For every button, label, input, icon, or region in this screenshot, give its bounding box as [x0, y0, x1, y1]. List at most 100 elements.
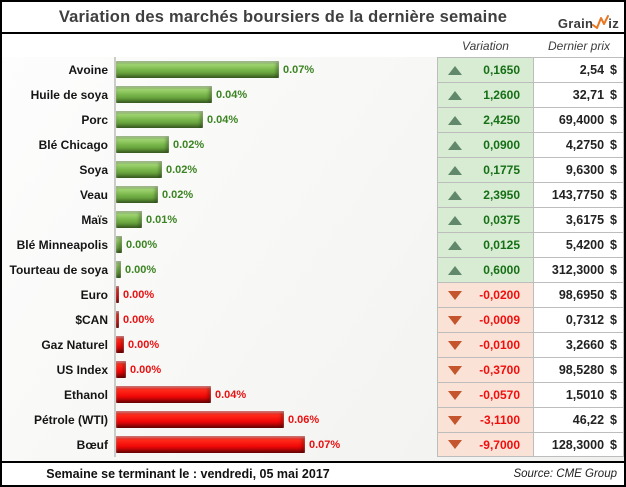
bar-plot-area: 0.07% — [114, 57, 437, 82]
bar-value-label: 0.00% — [123, 288, 155, 301]
rows-container: Avoine 0.07% 0,1650 2,54 $ Huile de soya 0.04%… — [2, 57, 624, 461]
bar-value-label: 0.02% — [166, 163, 198, 176]
negative-bar — [116, 411, 284, 428]
down-triangle-icon — [448, 340, 462, 350]
positive-bar — [116, 236, 122, 253]
variation-cell: -0,0570 — [437, 382, 534, 407]
bar-plot-area: 0.02% — [114, 182, 437, 207]
up-triangle-icon — [448, 240, 462, 250]
variation-value: 2,3950 — [483, 188, 520, 202]
down-triangle-icon — [448, 365, 462, 375]
price-value: 4,2750 — [565, 138, 605, 152]
chart-table-row: Veau 0.02% 2,3950 143,7750 $ — [2, 182, 624, 207]
chart-table-row: US Index 0.00% -0,3700 98,5280 $ — [2, 357, 624, 382]
page-title: Variation des marchés boursiers de la de… — [58, 7, 508, 26]
positive-bar — [116, 136, 169, 153]
dollar-sign: $ — [610, 138, 617, 152]
bar-plot-area: 0.04% — [114, 382, 437, 407]
price-cell: 2,54 $ — [534, 57, 624, 82]
price-cell: 1,5010 $ — [534, 382, 624, 407]
chart-table-row: Tourteau de soya 0.00% 0,6000 312,3000 $ — [2, 257, 624, 282]
category-label: Pétrole (WTI) — [34, 412, 108, 427]
positive-bar — [116, 186, 158, 203]
title-bar: Variation des marchés boursiers de la de… — [2, 2, 624, 34]
chart-table-row: Gaz Naturel 0.00% -0,0100 3,2660 $ — [2, 332, 624, 357]
category-label: Tourteau de soya — [9, 262, 108, 277]
negative-bar — [116, 336, 124, 353]
price-value: 5,4200 — [565, 238, 605, 252]
variation-value: -0,0009 — [479, 313, 520, 327]
dollar-sign: $ — [610, 437, 617, 452]
price-cell: 143,7750 $ — [534, 182, 624, 207]
footer-source: Source: CME Group — [513, 468, 617, 480]
price-value: 69,4000 — [558, 113, 605, 127]
variation-value: -0,0100 — [479, 338, 520, 352]
bar-value-label: 0.02% — [162, 188, 194, 201]
price-value: 0,7312 — [565, 313, 605, 327]
up-triangle-icon — [448, 90, 462, 100]
price-cell: 98,6950 $ — [534, 282, 624, 307]
dollar-sign: $ — [610, 213, 617, 227]
category-label: Euro — [80, 287, 108, 302]
bar-value-label: 0.00% — [125, 263, 157, 276]
footer: Semaine se terminant le : vendredi, 05 m… — [2, 461, 624, 485]
positive-bar — [116, 86, 212, 103]
variation-value: 0,1650 — [483, 63, 520, 77]
dollar-sign: $ — [610, 338, 617, 352]
bar-value-label: 0.00% — [123, 313, 155, 326]
variation-value: 0,1775 — [483, 163, 520, 177]
chart-table-row: Maïs 0.01% 0,0375 3,6175 $ — [2, 207, 624, 232]
variation-value: -3,1100 — [479, 413, 520, 427]
variation-cell: -0,0200 — [437, 282, 534, 307]
price-value: 128,3000 — [551, 437, 605, 452]
dollar-sign: $ — [610, 113, 617, 127]
variation-cell: 0,1775 — [437, 157, 534, 182]
price-value: 312,3000 — [551, 263, 605, 277]
down-triangle-icon — [448, 390, 462, 400]
column-header-variation: Variation — [462, 38, 509, 53]
logo-zigzag-icon — [592, 15, 610, 29]
category-label: Ethanol — [64, 387, 108, 402]
price-value: 9,6300 — [565, 163, 605, 177]
chart-table-row: Bœuf 0.07% -9,7000 128,3000 $ — [2, 432, 624, 457]
positive-bar — [116, 161, 162, 178]
variation-cell: -9,7000 — [437, 432, 534, 457]
variation-cell: -0,3700 — [437, 357, 534, 382]
down-triangle-icon — [448, 290, 462, 300]
bar-plot-area: 0.00% — [114, 307, 437, 332]
grainwiz-logo: Grain iz — [558, 15, 619, 31]
up-triangle-icon — [448, 65, 462, 75]
variation-value: 0,0900 — [483, 138, 520, 152]
bar-plot-area: 0.04% — [114, 82, 437, 107]
up-triangle-icon — [448, 165, 462, 175]
variation-value: 0,0125 — [483, 238, 520, 252]
price-cell: 128,3000 $ — [534, 432, 624, 457]
variation-cell: 0,1650 — [437, 57, 534, 82]
variation-value: 1,2600 — [483, 88, 520, 102]
price-cell: 46,22 $ — [534, 407, 624, 432]
down-triangle-icon — [448, 415, 462, 425]
category-label: Porc — [81, 112, 108, 127]
bar-plot-area: 0.07% — [114, 432, 437, 457]
dollar-sign: $ — [610, 388, 617, 402]
dollar-sign: $ — [610, 363, 617, 377]
price-cell: 98,5280 $ — [534, 357, 624, 382]
footer-week-ending: Semaine se terminant le : vendredi, 05 m… — [46, 467, 330, 481]
chart-table-row: Ethanol 0.04% -0,0570 1,5010 $ — [2, 382, 624, 407]
bar-value-label: 0.04% — [216, 88, 248, 101]
bar-value-label: 0.07% — [283, 63, 315, 76]
bar-value-label: 0.02% — [173, 138, 205, 151]
price-value: 1,5010 — [565, 388, 605, 402]
dollar-sign: $ — [610, 163, 617, 177]
variation-value: -0,0200 — [479, 288, 520, 302]
price-cell: 0,7312 $ — [534, 307, 624, 332]
price-cell: 3,6175 $ — [534, 207, 624, 232]
bar-plot-area: 0.00% — [114, 257, 437, 282]
bar-value-label: 0.07% — [309, 438, 341, 451]
variation-value: -9,7000 — [479, 437, 520, 452]
up-triangle-icon — [448, 140, 462, 150]
variation-value: -0,0570 — [479, 388, 520, 402]
bar-plot-area: 0.00% — [114, 357, 437, 382]
logo-text-grain: Grain — [557, 16, 594, 31]
variation-cell: 1,2600 — [437, 82, 534, 107]
